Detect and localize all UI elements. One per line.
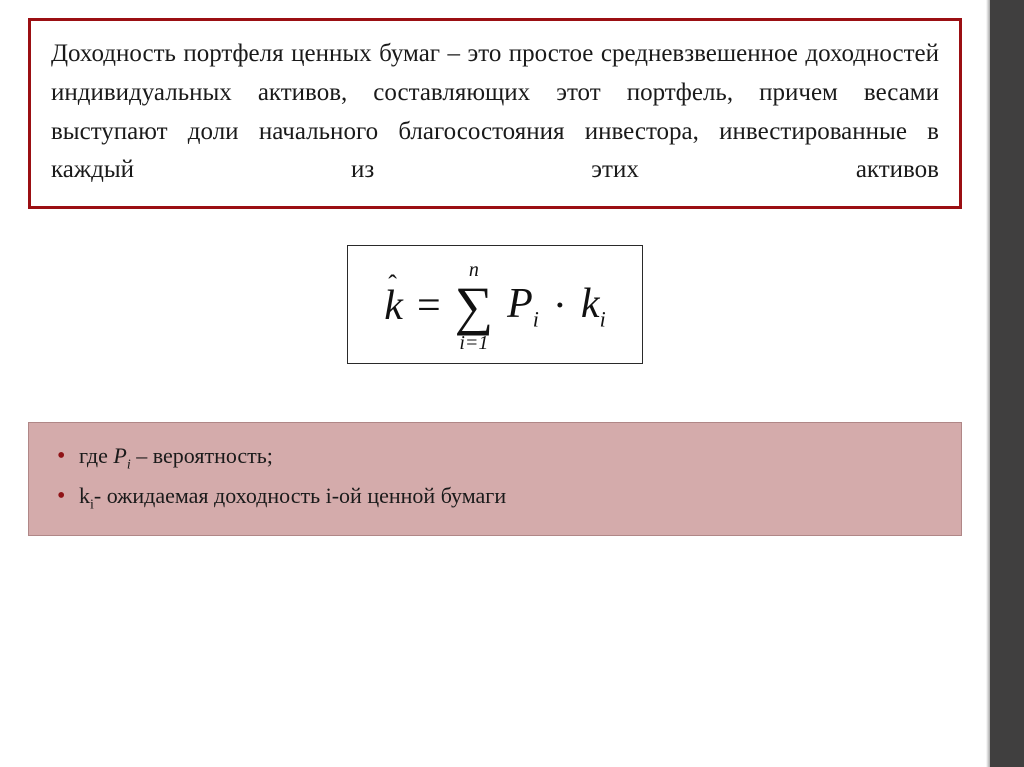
term-p-sub: i	[533, 306, 539, 331]
legend-k-symbol: ki	[79, 483, 94, 508]
slide-side-strip	[990, 0, 1024, 767]
definition-box: Доходность портфеля ценных бумаг – это п…	[28, 18, 962, 209]
term-k-sub: i	[600, 306, 606, 331]
legend-item-k: ki- ожидаемая доходность i-ой ценной бум…	[51, 477, 939, 517]
term-k: ki	[581, 280, 606, 332]
formula-lhs: ˆ k	[384, 282, 403, 330]
legend-p-text: – вероятность;	[131, 443, 273, 468]
summation: n ∑ i=1	[455, 260, 494, 353]
legend-k-base: k	[79, 483, 90, 508]
slide-body: Доходность портфеля ценных бумаг – это п…	[0, 0, 990, 767]
formula: ˆ k = n ∑ i=1 Pi · ki	[384, 260, 605, 353]
legend-p-base: P	[113, 443, 126, 468]
legend-k-text: - ожидаемая доходность i-ой ценной бумаг…	[94, 483, 506, 508]
term-p: Pi	[507, 280, 539, 332]
formula-eq: =	[417, 282, 441, 330]
formula-hat: ˆ	[388, 270, 397, 300]
sum-lower: i=1	[459, 333, 488, 353]
term-p-base: P	[507, 281, 533, 327]
legend-box: где Pi – вероятность; ki- ожидаемая дохо…	[28, 422, 962, 536]
legend-list: где Pi – вероятность; ki- ожидаемая дохо…	[51, 437, 939, 517]
formula-dot: ·	[553, 282, 567, 330]
definition-text: Доходность портфеля ценных бумаг – это п…	[51, 35, 939, 190]
legend-p-prefix: где	[79, 443, 113, 468]
formula-box: ˆ k = n ∑ i=1 Pi · ki	[347, 245, 642, 364]
legend-p-symbol: Pi	[113, 443, 130, 468]
sum-sigma: ∑	[455, 282, 494, 331]
formula-container: ˆ k = n ∑ i=1 Pi · ki	[28, 245, 962, 364]
term-k-base: k	[581, 281, 600, 327]
legend-item-p: где Pi – вероятность;	[51, 437, 939, 477]
